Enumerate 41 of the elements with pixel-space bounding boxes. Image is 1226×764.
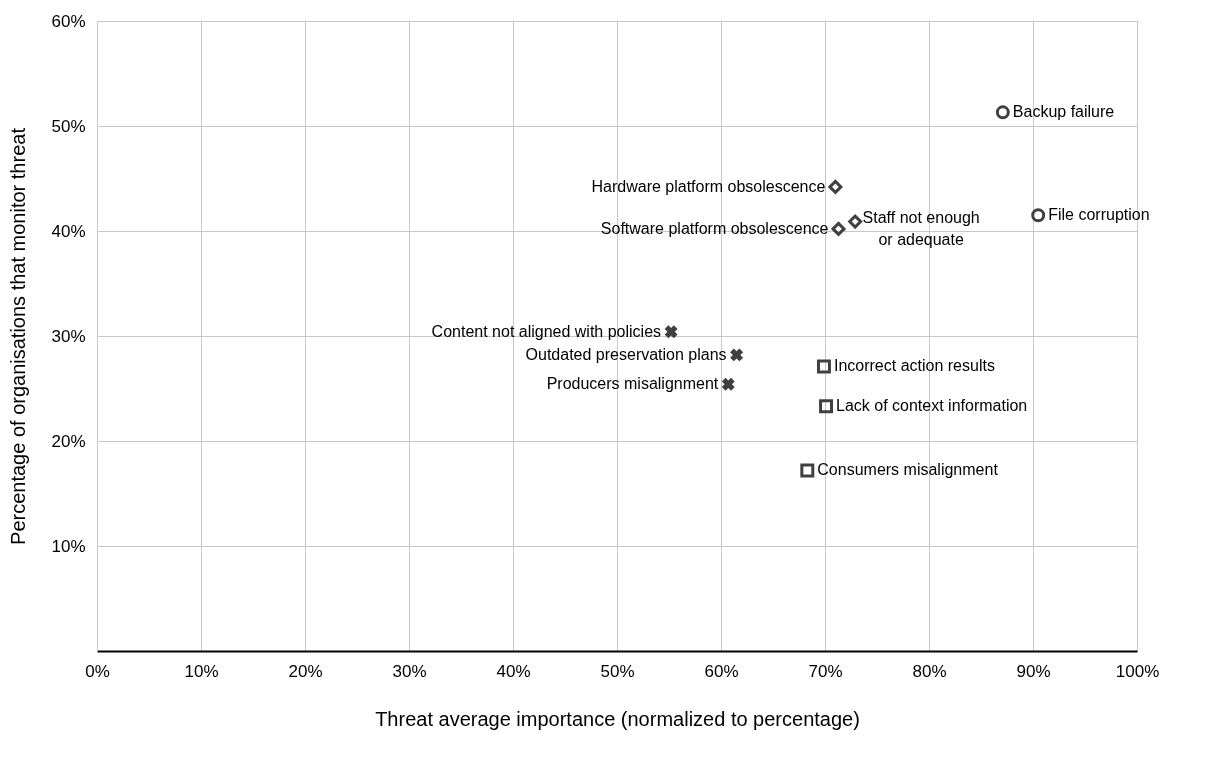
x-tick-label: 60% xyxy=(704,661,739,681)
y-axis-title: Percentage of organisations that monitor threat xyxy=(7,127,30,545)
point xyxy=(831,221,846,236)
point xyxy=(816,359,831,374)
x-tick-label: 100% xyxy=(1115,661,1160,681)
point xyxy=(995,105,1010,120)
x-tick-label: 30% xyxy=(392,661,427,681)
y-tick-label: 30% xyxy=(51,326,86,346)
x-tick-label: 40% xyxy=(496,661,531,681)
point xyxy=(800,463,815,478)
annotation: Software platform obsolescence xyxy=(600,219,829,237)
x-tick-label: 0% xyxy=(85,661,110,681)
y-tick-label: 60% xyxy=(51,11,86,31)
annotation: Consumers misalignment xyxy=(817,461,999,479)
annotation: Outdated preservation plans xyxy=(525,345,727,363)
annotation: Content not aligned with policies xyxy=(431,322,662,340)
point xyxy=(721,377,735,391)
y-tick-label: 50% xyxy=(51,116,86,136)
x-tick-label: 10% xyxy=(184,661,219,681)
annotation: Backup failure xyxy=(1012,103,1115,121)
point xyxy=(848,214,863,229)
point xyxy=(819,399,834,414)
point xyxy=(664,325,678,339)
x-tick-label: 70% xyxy=(808,661,843,681)
point xyxy=(730,348,744,362)
x-tick-label: 50% xyxy=(600,661,635,681)
y-tick-label: 20% xyxy=(51,431,86,451)
x-tick-label: 80% xyxy=(912,661,947,681)
point xyxy=(1031,208,1046,223)
point xyxy=(828,179,843,194)
annotation: Hardware platform obsolescence xyxy=(591,177,826,195)
x-tick-label: 90% xyxy=(1016,661,1051,681)
x-tick-label: 20% xyxy=(288,661,323,681)
annotation: Lack of context information xyxy=(836,397,1028,415)
annotation: Staff not enough or adequate xyxy=(862,208,980,248)
y-tick-label: 40% xyxy=(51,221,86,241)
y-tick-label: 10% xyxy=(51,536,86,556)
annotation: Producers misalignment xyxy=(546,375,719,393)
annotation: Incorrect action results xyxy=(833,357,995,375)
x-axis-title: Threat average importance (normalized to percentage) xyxy=(375,707,860,730)
annotation: File corruption xyxy=(1048,206,1150,224)
